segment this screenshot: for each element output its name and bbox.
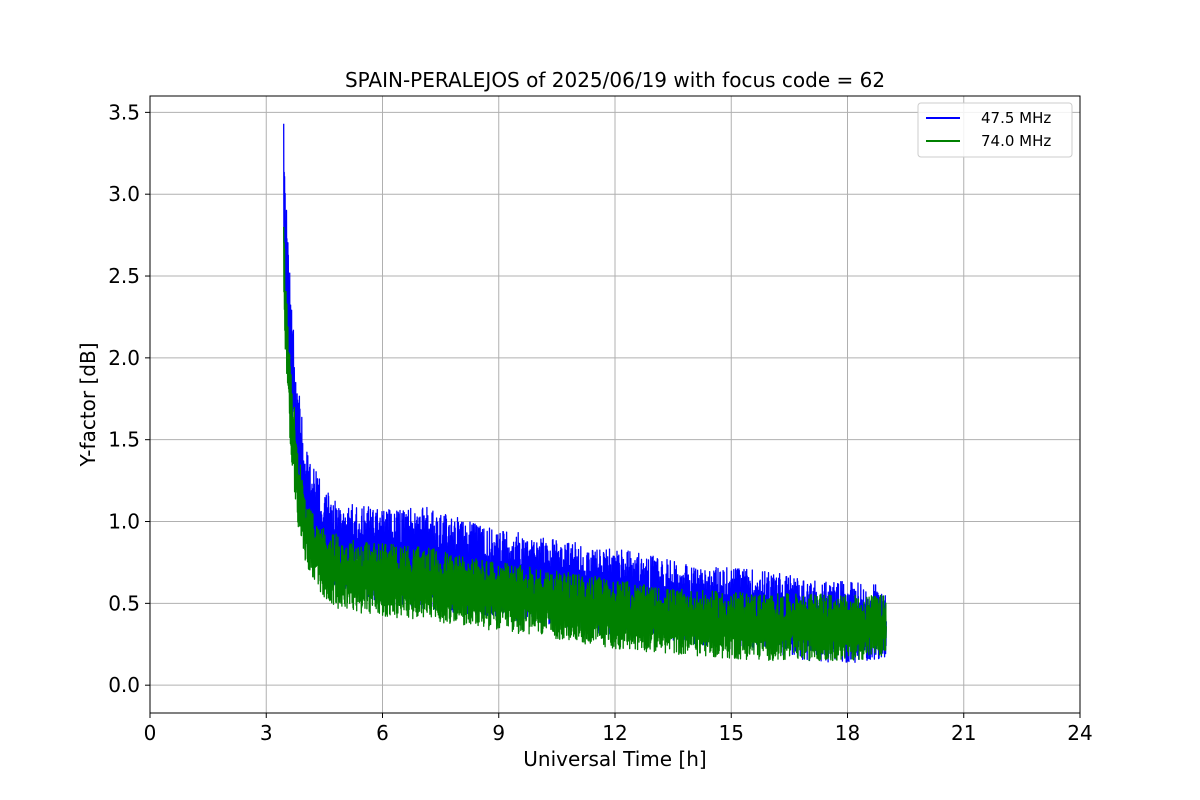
x-axis: 0 3 6 9 12 15 18 21 24 <box>144 713 1093 745</box>
x-tick-label: 6 <box>376 721 389 745</box>
y-tick-label: 1.0 <box>108 510 140 534</box>
y-tick-label: 1.5 <box>108 428 140 452</box>
y-tick-label: 2.5 <box>108 264 140 288</box>
x-axis-title: Universal Time [h] <box>523 747 706 771</box>
x-tick-label: 21 <box>951 721 976 745</box>
series-line-1 <box>283 226 887 662</box>
y-tick-label: 0.5 <box>108 591 140 615</box>
x-tick-label: 24 <box>1067 721 1092 745</box>
y-axis-title: Y-factor [dB] <box>76 342 100 467</box>
y-tick-label: 3.5 <box>108 100 140 124</box>
legend: 47.5 MHz 74.0 MHz <box>917 102 1073 158</box>
x-tick-label: 18 <box>835 721 860 745</box>
x-tick-label: 12 <box>602 721 627 745</box>
legend-label: 74.0 MHz <box>981 132 1051 150</box>
x-tick-label: 9 <box>492 721 505 745</box>
legend-box <box>917 102 1073 158</box>
y-tick-label: 0.0 <box>108 673 140 697</box>
legend-label: 47.5 MHz <box>981 109 1051 127</box>
chart-title: SPAIN-PERALEJOS of 2025/06/19 with focus… <box>345 68 885 92</box>
x-tick-label: 0 <box>144 721 157 745</box>
series-layer <box>283 123 887 663</box>
y-tick-label: 2.0 <box>108 346 140 370</box>
y-tick-label: 3.0 <box>108 182 140 206</box>
x-tick-label: 3 <box>260 721 273 745</box>
y-axis: 0.0 0.5 1.0 1.5 2.0 2.5 3.0 3.5 <box>108 100 150 697</box>
x-tick-label: 15 <box>719 721 744 745</box>
